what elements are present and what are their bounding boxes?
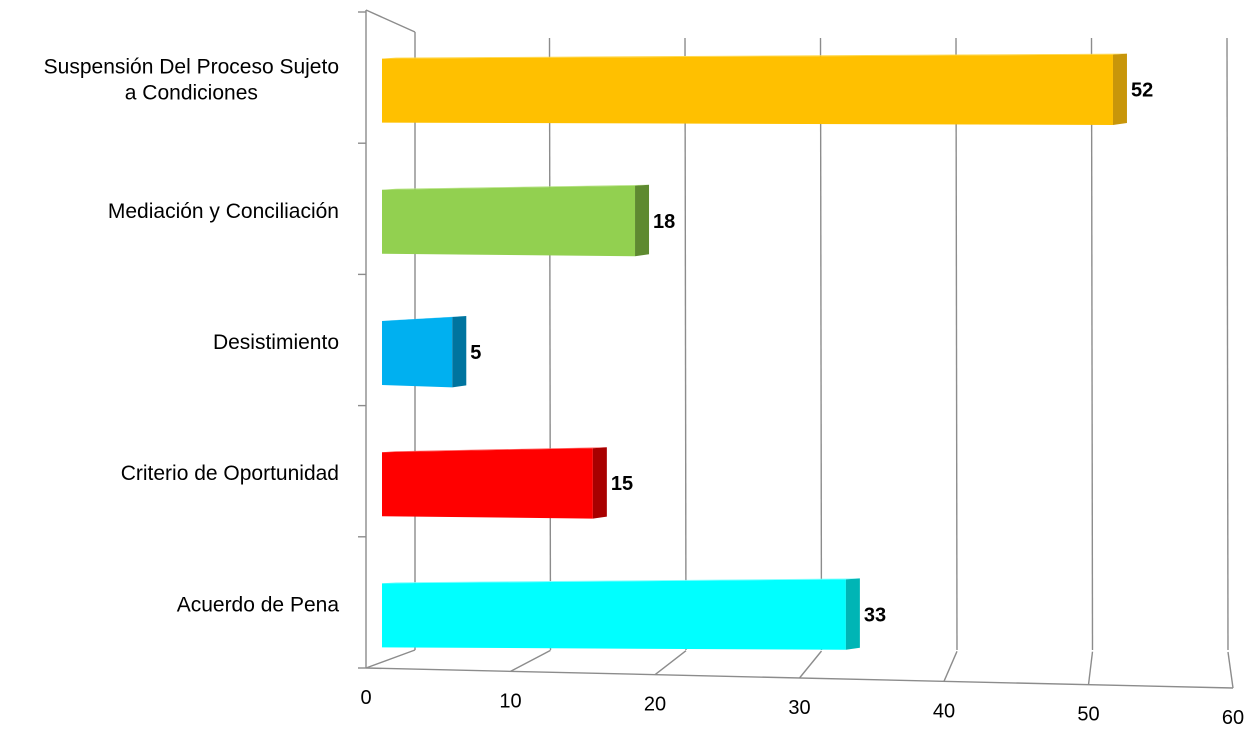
bar-top-face [382, 316, 467, 321]
floor-gridline [365, 649, 416, 669]
x-tick-label: 50 [1077, 704, 1099, 726]
bar-front-face [382, 54, 1113, 125]
bar [382, 578, 860, 650]
grid-layer [365, 37, 1234, 689]
bar-front-face [382, 448, 593, 519]
bar-front-face [382, 579, 846, 650]
bar [382, 447, 607, 519]
bar-side-face [592, 447, 607, 519]
bar-top-face [382, 447, 607, 453]
x-tick-label: 30 [788, 697, 810, 719]
bar-top-face [382, 578, 860, 584]
bar-top-face [382, 53, 1127, 59]
x-tick-label: 40 [933, 700, 955, 722]
category-label: Acuerdo de Pena [177, 593, 340, 616]
bar-side-face [452, 316, 467, 388]
gridline [684, 37, 687, 651]
bar-top-face [382, 184, 650, 190]
floor-gridline [510, 649, 551, 672]
data-label: 52 [1131, 80, 1153, 102]
category-label: a Condiciones [125, 82, 258, 105]
category-label: Desistimiento [213, 331, 339, 354]
wall-top-edge [365, 9, 416, 33]
bar [382, 53, 1127, 125]
bar-side-face [635, 184, 650, 257]
gridline [955, 37, 958, 651]
axis-layer: 0 10 20 30 40 50 60 [358, 9, 1244, 729]
bar [382, 184, 650, 257]
labels-layer: 52 Suspensión Del Proceso Sujeto a Condici… [44, 56, 1154, 627]
category-label: Suspensión Del Proceso Sujeto [44, 56, 339, 79]
bar-front-face [382, 317, 453, 388]
category-label: Mediación y Conciliación [108, 200, 339, 223]
bar-side-face [845, 578, 860, 650]
x-tick-label: 60 [1222, 707, 1244, 729]
data-label: 15 [611, 473, 633, 495]
gridline [819, 37, 823, 651]
floor-gridline [1227, 651, 1234, 689]
floor-gridline [943, 651, 958, 682]
x-tick-label: 0 [360, 687, 371, 709]
floor-gridline [1087, 651, 1094, 685]
data-label: 33 [864, 604, 886, 626]
gridline [1226, 37, 1229, 651]
bar-side-face [1112, 53, 1127, 125]
x-tick-label: 20 [644, 694, 666, 716]
x-tick-label: 10 [499, 690, 521, 712]
bar-front-face [382, 185, 636, 257]
bars-layer [382, 53, 1127, 650]
data-label: 18 [653, 211, 675, 233]
floor-gridline [654, 650, 687, 676]
category-label: Criterio de Oportunidad [121, 462, 339, 485]
gridline [548, 37, 552, 651]
gridline [1090, 37, 1094, 651]
x-axis-line [365, 667, 1234, 689]
data-label: 5 [470, 342, 481, 364]
bar [382, 316, 467, 388]
floor-gridline [798, 650, 823, 679]
